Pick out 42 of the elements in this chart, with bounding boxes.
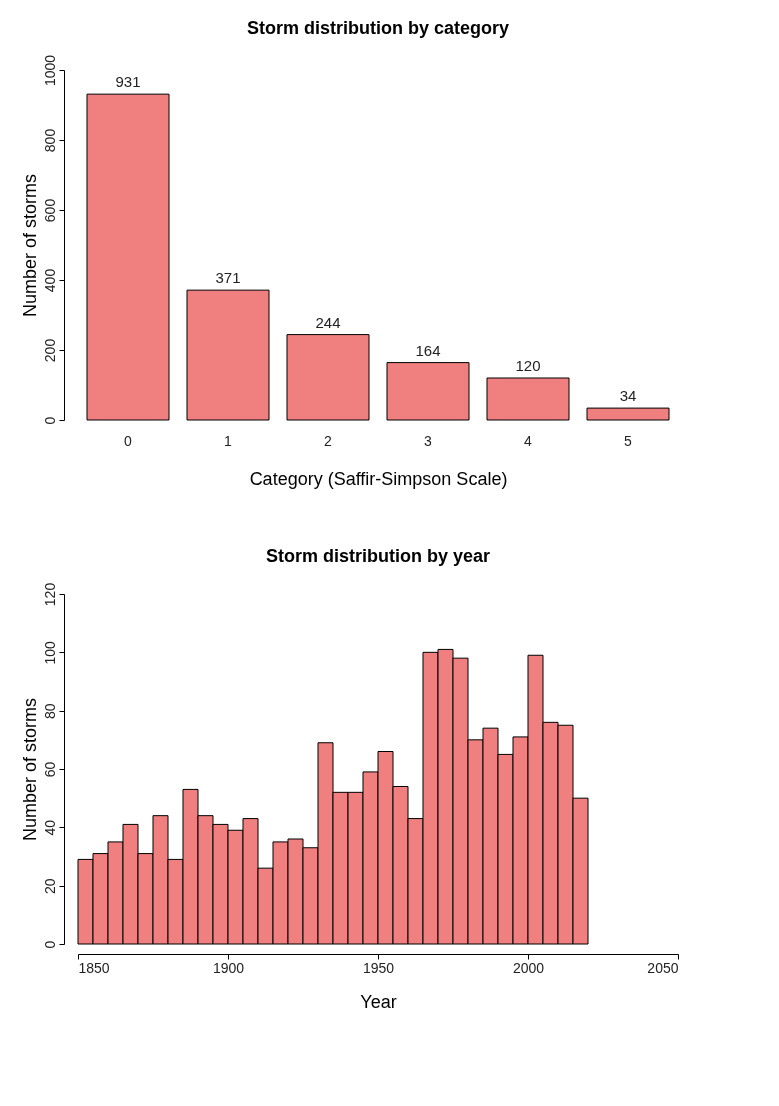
x-axis-title: Category (Saffir-Simpson Scale) <box>249 468 508 489</box>
x-tick-label: 1850 <box>78 959 110 976</box>
y-tick-label: 600 <box>41 198 58 223</box>
x-tick-label: 1950 <box>362 959 395 976</box>
y-tick-label: 200 <box>41 338 58 363</box>
x-tick-label: 5 <box>624 432 633 449</box>
y-tick-label: 800 <box>41 128 58 153</box>
y-tick-label: 60 <box>41 761 58 778</box>
data-label: 120 <box>515 357 541 374</box>
bar <box>486 377 570 421</box>
x-tick-label: 0 <box>124 432 133 449</box>
y-tick-label: 20 <box>41 878 58 894</box>
x-axis-title: Year <box>360 991 397 1012</box>
chart-title: Storm distribution by category <box>246 18 510 39</box>
bar <box>586 407 670 421</box>
data-label: 371 <box>215 269 241 287</box>
y-tick-label: 120 <box>41 582 58 607</box>
x-tick-label: 2050 <box>647 959 679 976</box>
bar <box>186 289 270 421</box>
y-tick-label: 400 <box>41 268 58 293</box>
bar <box>286 334 370 421</box>
y-tick-label: 100 <box>41 640 58 665</box>
y-axis-title: Number of storms <box>19 173 40 318</box>
x-tick-label: 1900 <box>212 959 245 976</box>
data-label: 931 <box>115 73 141 91</box>
y-tick-label: 0 <box>41 940 58 949</box>
y-tick-label: 40 <box>41 819 58 836</box>
data-label: 164 <box>415 341 441 359</box>
chart-title: Storm distribution by year <box>265 546 491 567</box>
bar <box>86 93 170 421</box>
x-tick-label: 3 <box>424 432 433 449</box>
x-tick-label: 4 <box>524 432 533 449</box>
y-tick-label: 1000 <box>41 54 58 87</box>
y-tick-label: 80 <box>41 703 58 719</box>
y-tick-label: 0 <box>41 416 58 425</box>
x-tick-label: 2000 <box>512 959 545 976</box>
data-label: 34 <box>619 387 637 405</box>
x-tick-label: 2 <box>324 432 333 449</box>
data-label: 244 <box>315 313 341 331</box>
bar <box>386 362 470 421</box>
x-tick-label: 1 <box>224 432 233 449</box>
y-axis-title: Number of storms <box>19 697 40 842</box>
